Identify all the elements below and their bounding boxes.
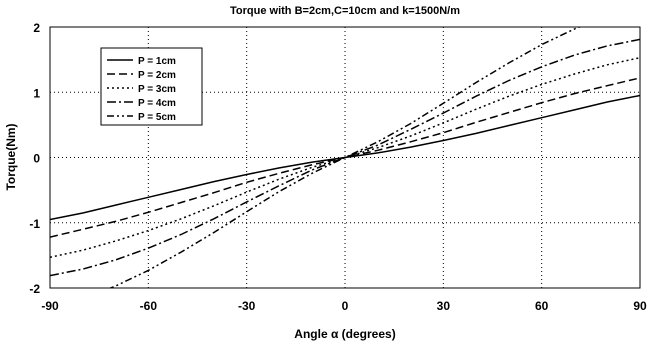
legend-label: P = 5cm — [138, 112, 176, 123]
x-tick-label: 60 — [535, 299, 549, 313]
plot-frame — [49, 26, 641, 289]
series-group — [50, 27, 640, 288]
y-tick-label: 2 — [33, 21, 40, 35]
x-tick-label: 30 — [437, 299, 451, 313]
legend-label: P = 3cm — [138, 84, 176, 95]
x-axis-label: Angle α (degrees) — [294, 327, 395, 341]
x-tick-label: -90 — [41, 299, 59, 313]
x-tick-label: 0 — [342, 299, 349, 313]
x-tick-label: -60 — [140, 299, 158, 313]
legend-label: P = 1cm — [138, 56, 176, 67]
legend-box — [100, 47, 203, 126]
y-tick-label: -1 — [29, 217, 40, 231]
legend: P = 1cm P = 2cm P = 3cm P = 4cm P = 5cm — [100, 47, 203, 126]
series-line — [50, 38, 640, 277]
y-tick-label: 1 — [33, 86, 40, 100]
y-axis-label: Torque(Nm) — [4, 123, 18, 190]
series-line — [108, 27, 582, 288]
chart-title: Torque with B=2cm,C=10cm and k=1500N/m — [230, 5, 460, 17]
legend-label: P = 2cm — [138, 70, 176, 81]
y-tick-label: -2 — [29, 282, 40, 296]
legend-label: P = 4cm — [138, 98, 176, 109]
tick-labels: -90 -60 -30 0 30 60 90 2 1 0 -1 -2 — [29, 21, 647, 313]
x-tick-label: -30 — [238, 299, 256, 313]
y-tick-label: 0 — [33, 152, 40, 166]
x-tick-label: 90 — [633, 299, 647, 313]
